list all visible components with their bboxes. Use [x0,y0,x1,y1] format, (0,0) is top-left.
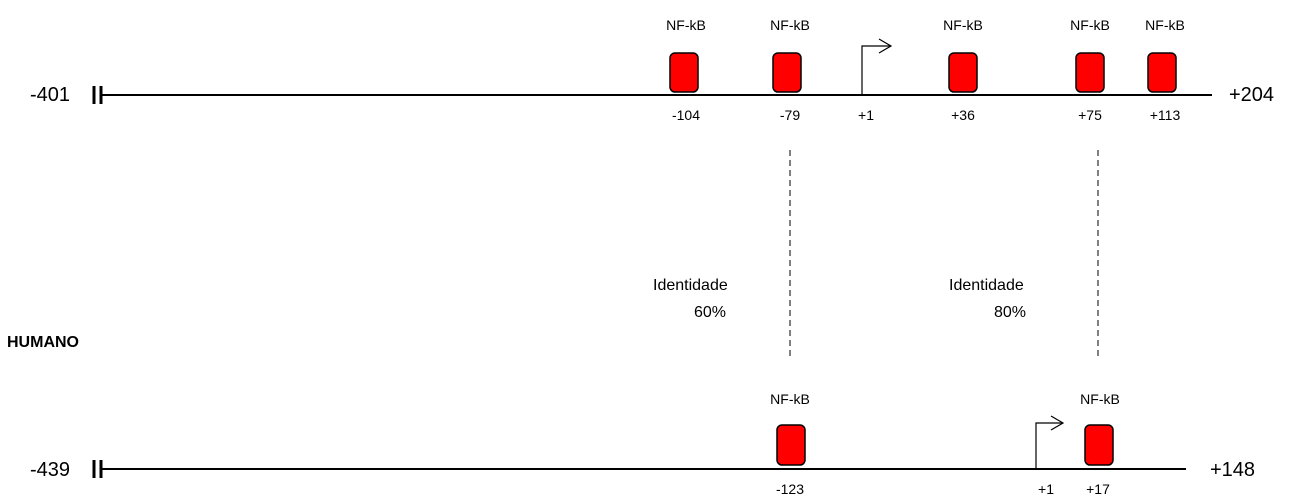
site-position: -104 [672,107,700,123]
site-position: +17 [1086,481,1110,497]
identity-label: Identidade [653,277,728,294]
upper-site-1: NF-kB -104 [666,17,706,123]
site-label: NF-kB [943,17,983,33]
lower-site-1: NF-kB -123 [770,391,810,497]
nfkb-site-box [776,424,806,466]
lower-site-2: NF-kB +17 [1080,391,1120,497]
upper-site-2: NF-kB -79 [770,17,810,123]
site-label: NF-kB [1080,391,1120,407]
upper-end-label: +204 [1229,84,1274,106]
lower-end-label: +148 [1210,459,1255,481]
nfkb-site-box [1147,52,1177,93]
identity-right: Identidade 80% [949,277,1026,321]
lower-tss-label: +1 [1038,481,1054,497]
identity-value: 60% [694,304,726,321]
nfkb-site-box [1075,52,1105,93]
upper-tss-arrow-icon [861,38,893,94]
site-position: -123 [776,481,804,497]
site-label: NF-kB [666,17,706,33]
upper-tss-label: +1 [858,107,874,123]
nfkb-site-box [772,52,802,93]
site-label: NF-kB [1070,17,1110,33]
site-position: -79 [780,107,800,123]
lower-tss-arrow-icon [1035,415,1065,468]
site-position: +113 [1150,107,1181,123]
site-position: +36 [951,107,975,123]
upper-site-3: NF-kB +36 [943,17,983,123]
nfkb-site-box [669,52,699,93]
site-label: NF-kB [1145,17,1185,33]
site-label: NF-kB [770,391,810,407]
site-position: +75 [1078,107,1102,123]
site-label: NF-kB [770,17,810,33]
lower-sequence: -439 +148 NF-kB -123 NF-kB +17 +1 [30,391,1255,497]
upper-site-5: NF-kB +113 [1145,17,1185,123]
identity-label: Identidade [949,277,1024,294]
upper-site-4: NF-kB +75 [1070,17,1110,123]
identity-value: 80% [994,304,1026,321]
upper-sequence: -401 +204 NF-kB -104 NF-kB -79 NF-kB +36… [30,17,1274,123]
identity-left: Identidade 60% [653,277,728,321]
nfkb-site-box [1084,424,1114,466]
nfkb-site-box [948,52,978,93]
upper-start-label: -401 [30,84,70,106]
lower-start-label: -439 [30,459,70,481]
species-label: HUMANO [7,334,79,351]
